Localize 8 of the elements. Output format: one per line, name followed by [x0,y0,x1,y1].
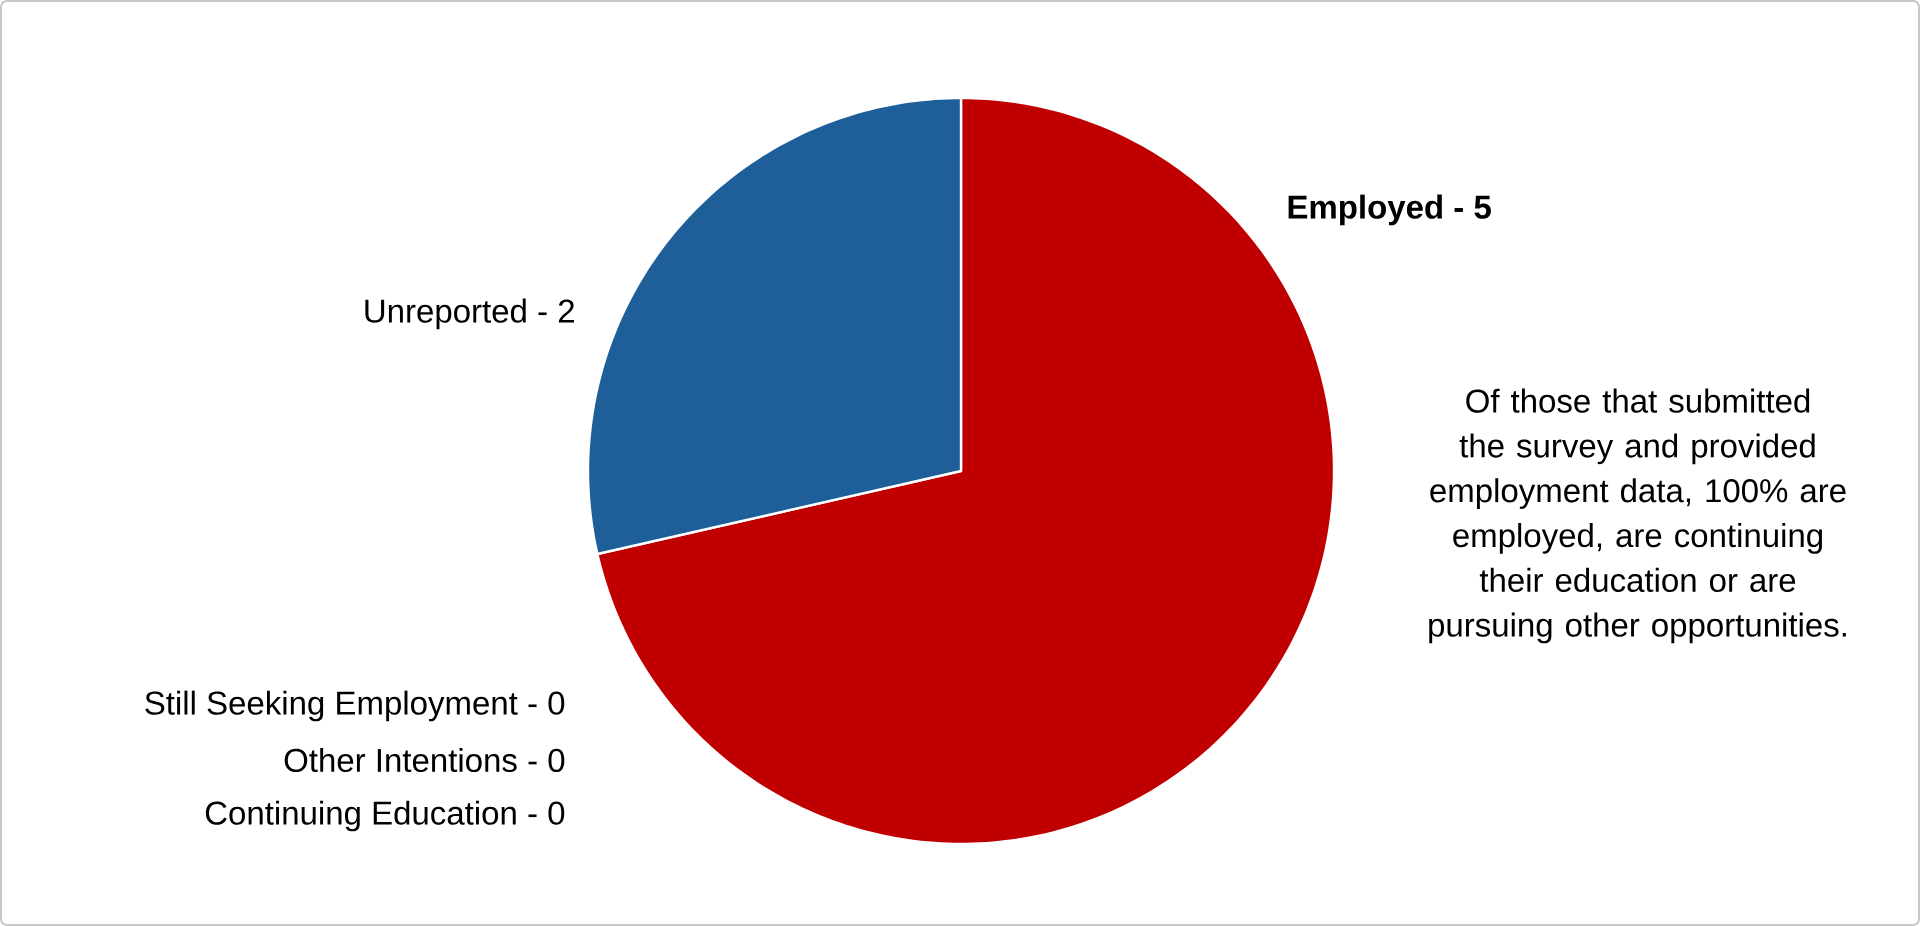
data-label: 5 [1474,195,1491,219]
data-label: 2 [558,299,574,323]
category-label: Still Seeking Employment - 0 [145,690,565,722]
category-label: Continuing Education - 0 [205,800,565,832]
slice-label: Unreported - [365,298,547,330]
category-label: Other Intentions - 0 [284,747,565,773]
text: Of those that submitted the survey and provided employment data, 100% are employed, are continuing their education or are pursuing other opportunities. [1429,388,1846,644]
slice-label: Employed - [1288,194,1463,226]
